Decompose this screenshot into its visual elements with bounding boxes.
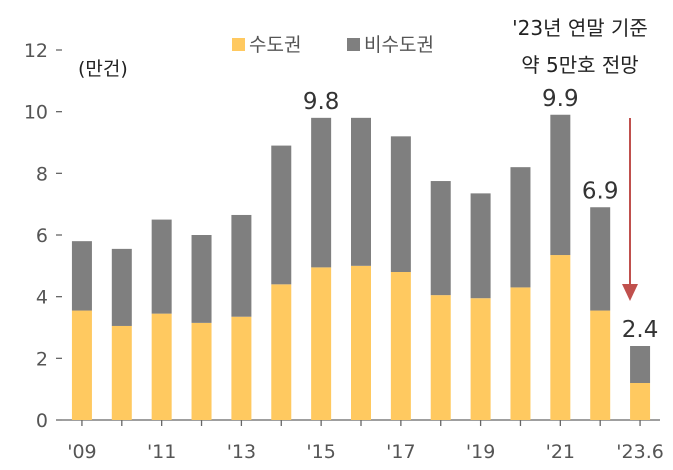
bar-segment-non-capital-area — [191, 235, 212, 323]
bar-segment-capital-area — [390, 272, 411, 420]
bar-segment-non-capital-area — [550, 114, 571, 256]
y-tick-label: 10 — [24, 102, 48, 124]
bar-segment-non-capital-area — [271, 145, 292, 285]
annotation-line-2: 약 5만호 전망 — [521, 53, 638, 77]
legend-swatch-non-capital-area — [347, 38, 360, 51]
bar-segment-capital-area — [630, 383, 651, 420]
bar-segment-non-capital-area — [111, 248, 132, 326]
y-tick-label: 0 — [36, 410, 48, 432]
x-tick-label: '17 — [386, 441, 415, 463]
unit-label: (만건) — [78, 58, 128, 80]
bar-segment-capital-area — [151, 313, 172, 420]
legend-label-non-capital-area: 비수도권 — [364, 34, 434, 56]
data-label: 6.9 — [582, 178, 619, 204]
bar-segment-non-capital-area — [351, 117, 371, 266]
x-axis-ticks: '09 '11 '13 '15 '17 '19 '21 '23.6 — [67, 420, 664, 463]
bar-segment-non-capital-area — [71, 241, 92, 311]
bar-segment-capital-area — [550, 255, 571, 420]
x-tick-label: '19 — [466, 441, 495, 463]
bar-segment-capital-area — [510, 287, 531, 420]
x-tick-label: '15 — [306, 441, 335, 463]
x-tick-label: '21 — [546, 441, 575, 463]
bar-segment-non-capital-area — [151, 219, 172, 314]
bar-segment-capital-area — [71, 310, 92, 420]
bar-segment-non-capital-area — [470, 193, 491, 299]
y-tick-label: 12 — [24, 40, 48, 62]
x-tick-label: '13 — [227, 441, 256, 463]
bar-segment-non-capital-area — [590, 207, 611, 311]
bar-segment-capital-area — [111, 325, 132, 420]
x-tick-label: '23.6 — [616, 441, 664, 463]
bar-segment-capital-area — [590, 310, 611, 420]
bar-segment-capital-area — [430, 295, 451, 420]
bar-segment-non-capital-area — [630, 346, 651, 383]
bar-segment-non-capital-area — [510, 167, 531, 288]
data-labels: 9.8 9.9 6.9 2.4 — [303, 86, 659, 343]
annotation: '23년 연말 기준 약 5만호 전망 — [512, 16, 648, 301]
y-tick-label: 4 — [36, 287, 48, 309]
legend: 수도권 비수도권 — [232, 34, 434, 56]
bar-segment-capital-area — [351, 265, 371, 420]
x-tick-label: '11 — [147, 441, 176, 463]
bar-segment-capital-area — [271, 284, 292, 420]
annotation-line-1: '23년 연말 기준 — [512, 16, 648, 40]
x-tick-label: '09 — [67, 441, 96, 463]
data-label: 9.9 — [542, 86, 579, 112]
bars — [71, 114, 651, 420]
legend-swatch-capital-area — [232, 38, 245, 51]
forecast-arrow-head — [622, 284, 638, 301]
y-tick-label: 2 — [36, 348, 48, 370]
bar-segment-capital-area — [191, 322, 212, 420]
bar-segment-capital-area — [311, 267, 332, 420]
bar-segment-non-capital-area — [311, 117, 332, 268]
y-tick-label: 8 — [36, 163, 48, 185]
y-axis: 0 2 4 6 8 10 12 — [24, 40, 62, 432]
bar-segment-capital-area — [231, 316, 252, 420]
bar-segment-non-capital-area — [390, 136, 411, 272]
y-tick-label: 6 — [36, 225, 48, 247]
bar-segment-non-capital-area — [231, 214, 252, 317]
bar-segment-capital-area — [470, 298, 491, 420]
data-label: 2.4 — [622, 317, 659, 343]
legend-label-capital-area: 수도권 — [249, 34, 301, 56]
data-label: 9.8 — [303, 89, 340, 115]
bar-segment-non-capital-area — [430, 181, 451, 296]
